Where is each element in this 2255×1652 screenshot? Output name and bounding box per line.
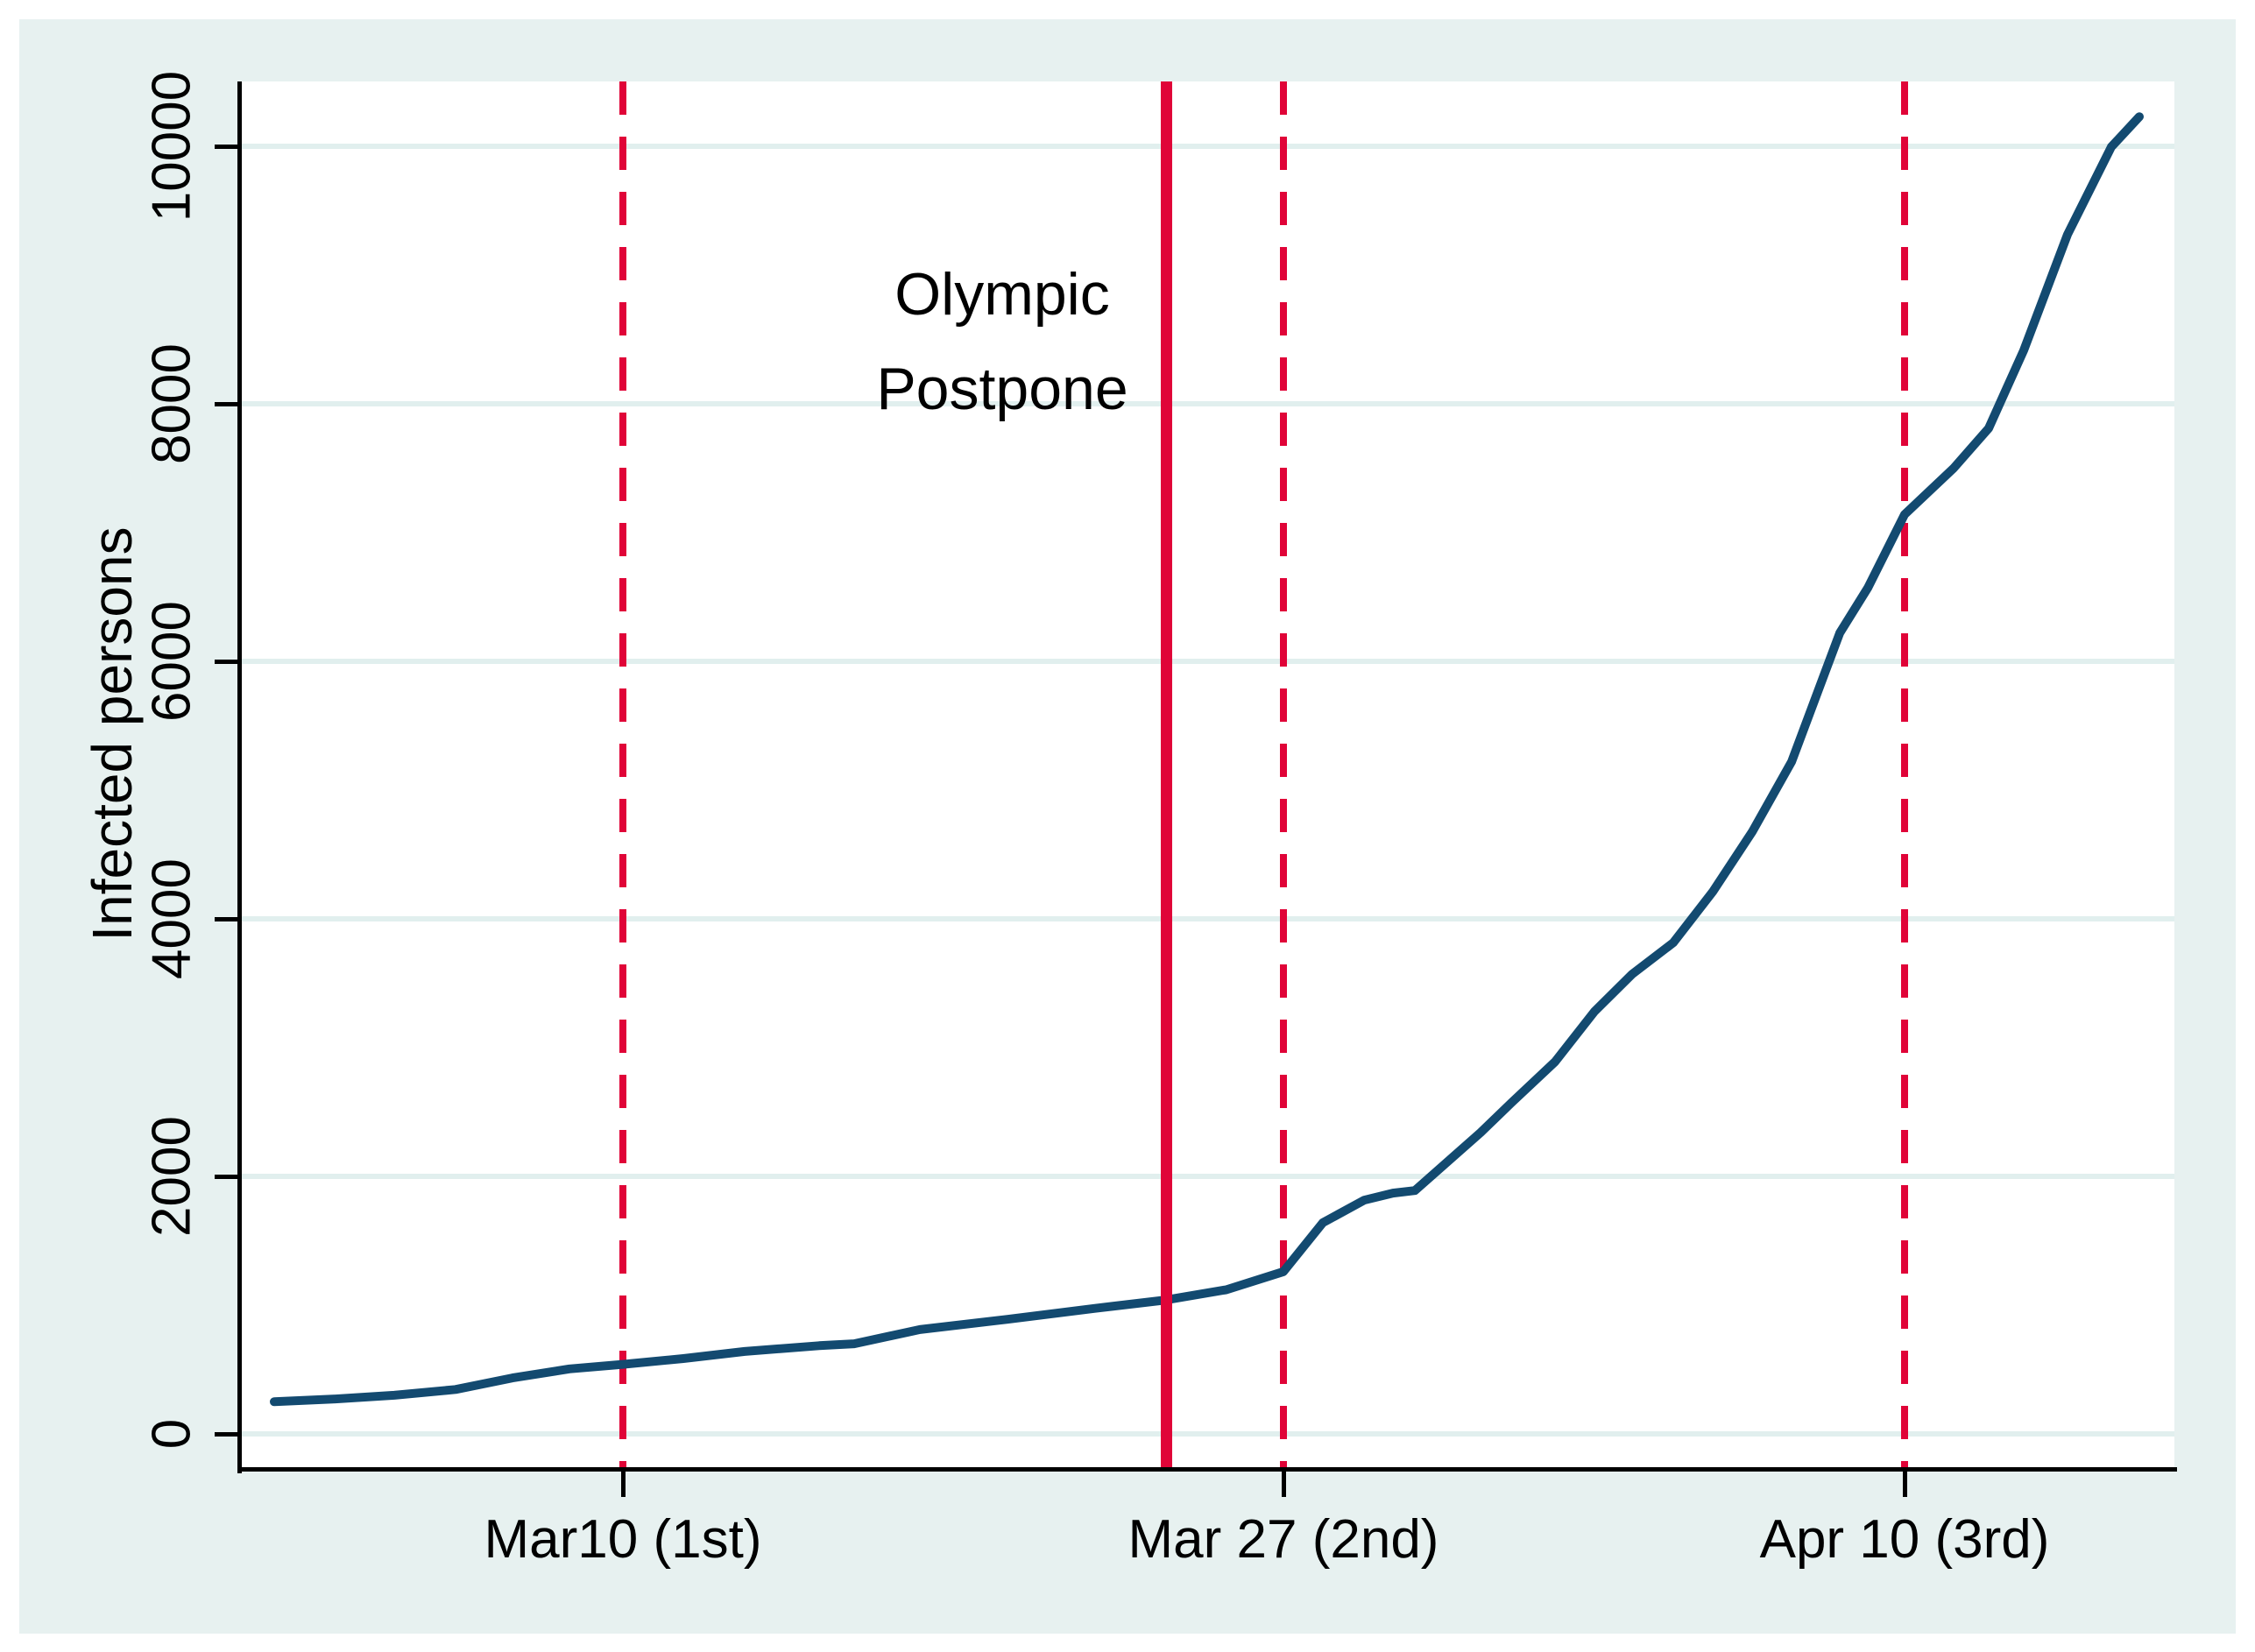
x-axis-line — [237, 1467, 2177, 1472]
y-tick-label-4000: 4000 — [141, 858, 202, 979]
y-gridline-4000 — [242, 916, 2174, 921]
y-axis-line — [237, 81, 242, 1473]
y-gridline-8000 — [242, 401, 2174, 406]
y-tick-label-10000: 10000 — [141, 70, 202, 222]
annotation-line-1: Olympic — [894, 261, 1110, 328]
infections-curve — [270, 112, 2144, 1407]
y-tick-10000 — [215, 144, 241, 149]
y-tick-2000 — [215, 1174, 241, 1179]
y-tick-label-6000: 6000 — [141, 601, 202, 722]
y-tick-label-2000: 2000 — [141, 1116, 202, 1237]
x-tick-label-2: Apr 10 (3rd) — [1759, 1509, 2050, 1570]
y-tick-8000 — [215, 401, 241, 406]
y-tick-4000 — [215, 916, 241, 921]
plot-area — [239, 81, 2174, 1469]
olympic-postpone-annotation: Olympic Postpone — [876, 247, 1128, 436]
y-gridline-10000 — [242, 144, 2174, 149]
annotation-line-2: Postpone — [876, 356, 1128, 422]
y-tick-label-0: 0 — [141, 1418, 202, 1450]
y-tick-6000 — [215, 659, 241, 664]
x-tick-label-1: Mar 27 (2nd) — [1128, 1509, 1439, 1570]
y-gridline-0 — [242, 1431, 2174, 1437]
infections-line-chart — [270, 112, 2144, 1407]
y-gridline-2000 — [242, 1174, 2174, 1179]
first-event-line — [619, 81, 626, 1469]
x-tick-0 — [620, 1471, 626, 1497]
y-tick-label-8000: 8000 — [141, 343, 202, 464]
y-tick-0 — [215, 1431, 241, 1437]
x-tick-label-0: Mar10 (1st) — [484, 1509, 762, 1570]
y-gridline-6000 — [242, 659, 2174, 664]
x-tick-2 — [1902, 1471, 1907, 1497]
y-axis-title: Infected persons — [81, 526, 144, 942]
third-event-line — [1901, 81, 1908, 1469]
olympic-postpone-line — [1160, 81, 1172, 1469]
x-tick-1 — [1281, 1471, 1286, 1497]
second-event-line — [1280, 81, 1287, 1469]
